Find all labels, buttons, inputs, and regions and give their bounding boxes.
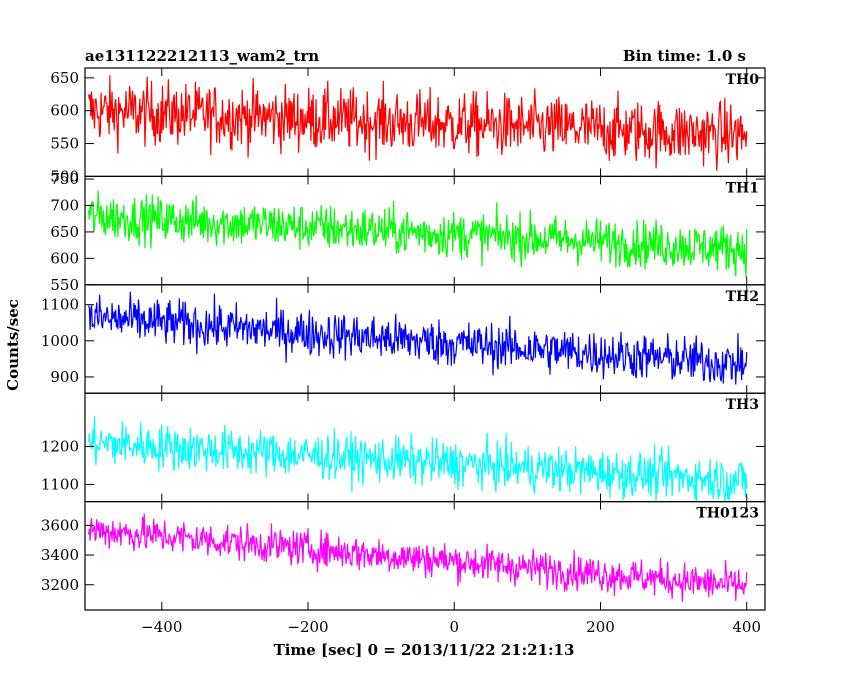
panel-label-th3: TH3 <box>726 397 759 413</box>
y-tick-label: 1200 <box>41 437 79 455</box>
x-tick-label: 400 <box>732 618 761 636</box>
x-axis-label: Time [sec] 0 = 2013/11/22 21:21:13 <box>274 641 575 659</box>
panel-label-th1: TH1 <box>726 180 759 196</box>
panel-frame-th0123 <box>84 501 766 611</box>
series-line-th0 <box>88 75 748 171</box>
chart-title-right: Bin time: 1.0 s <box>623 47 746 65</box>
x-tick-label: −400 <box>141 618 182 636</box>
x-axis: −400 −200 0 200 400 <box>141 618 761 636</box>
y-axis-label: Counts/sec <box>4 299 22 391</box>
y-tick-label: 550 <box>50 135 79 153</box>
panels-group: 500 550 600 650 TH0 550 600 650 700 750 TH1 900 1000… <box>41 67 766 611</box>
panel-label-th0123: TH0123 <box>696 506 759 522</box>
series-line-th3 <box>88 416 748 502</box>
y-tick-label: 1000 <box>41 332 79 350</box>
y-tick-label: 650 <box>50 69 79 87</box>
y-tick-label: 3200 <box>41 576 79 594</box>
x-tick-label: 200 <box>586 618 615 636</box>
y-tick-label: 3400 <box>41 546 79 564</box>
y-tick-label: 1100 <box>41 296 79 314</box>
y-tick-label: 700 <box>50 196 79 214</box>
y-tick-label: 650 <box>50 223 79 241</box>
y-tick-label: 600 <box>50 102 79 120</box>
y-tick-label: 500 <box>50 167 79 185</box>
series-line-th1 <box>88 190 748 278</box>
x-tick-label: −200 <box>287 618 328 636</box>
panel-label-th0: TH0 <box>726 72 760 88</box>
series-line-th2 <box>88 291 748 385</box>
panel-label-th2: TH2 <box>726 289 759 305</box>
y-tick-label: 600 <box>50 249 79 267</box>
series-line-th0123 <box>88 513 748 602</box>
y-tick-label: 550 <box>50 276 79 294</box>
y-tick-label: 750 <box>50 170 79 188</box>
y-tick-label: 900 <box>50 368 79 386</box>
y-tick-label: 1100 <box>41 475 79 493</box>
y-tick-label: 3600 <box>41 516 79 534</box>
chart-title-left: ae131122212113_wam2_trn <box>85 47 319 65</box>
x-tick-label: 0 <box>449 618 459 636</box>
